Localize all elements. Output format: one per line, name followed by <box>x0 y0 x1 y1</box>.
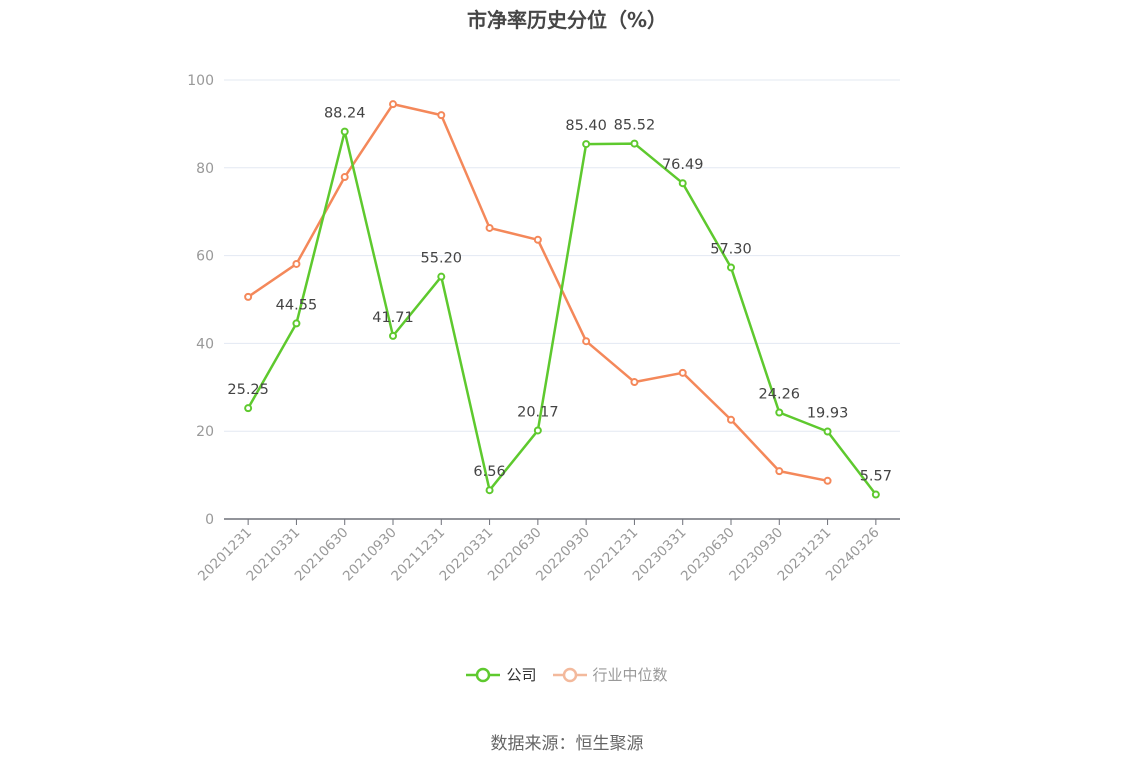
line-chart: 0204060801002020123120210331202106302021… <box>187 73 900 584</box>
legend-item-industry-median[interactable]: 行业中位数 <box>552 664 668 685</box>
data-point[interactable] <box>727 415 735 424</box>
data-label: 57.30 <box>710 241 752 257</box>
legend-item-company[interactable]: 公司 <box>466 664 537 685</box>
legend-line-marker-icon <box>552 667 587 682</box>
data-point[interactable] <box>292 319 301 328</box>
data-label: 55.20 <box>421 251 463 267</box>
data-label: 41.71 <box>372 310 414 326</box>
data-label: 85.40 <box>565 118 607 134</box>
data-point[interactable] <box>630 139 639 148</box>
chart-title: 市净率历史分位（%） <box>466 8 668 32</box>
legend-label: 行业中位数 <box>592 666 668 684</box>
data-point[interactable] <box>775 467 784 476</box>
data-point[interactable] <box>389 331 397 340</box>
data-point[interactable] <box>437 272 446 281</box>
data-label: 19.93 <box>807 406 849 422</box>
data-point[interactable] <box>437 111 446 120</box>
y-tick-label: 40 <box>196 336 214 352</box>
data-point[interactable] <box>871 490 880 499</box>
data-label: 88.24 <box>324 106 366 122</box>
data-label: 85.52 <box>614 118 656 134</box>
data-point[interactable] <box>340 127 349 136</box>
data-point[interactable] <box>292 259 301 268</box>
y-tick-label: 60 <box>196 249 214 265</box>
data-point[interactable] <box>244 404 253 413</box>
y-tick-label: 0 <box>205 512 214 528</box>
data-point[interactable] <box>727 263 735 272</box>
company-series-line <box>247 130 877 496</box>
data-label: 6.56 <box>473 464 505 480</box>
data-point[interactable] <box>678 368 687 377</box>
data-point[interactable] <box>678 179 687 188</box>
data-label: 24.26 <box>759 386 801 402</box>
data-point[interactable] <box>485 223 494 232</box>
data-point[interactable] <box>389 100 397 109</box>
data-point[interactable] <box>823 427 832 436</box>
data-label: 20.17 <box>517 404 559 420</box>
chart-legend: 公司 行业中位数 <box>0 664 1134 685</box>
data-point[interactable] <box>582 337 591 346</box>
y-tick-label: 100 <box>187 73 214 89</box>
data-point[interactable] <box>823 476 832 485</box>
legend-line-marker-icon <box>466 667 501 682</box>
data-point[interactable] <box>775 408 784 417</box>
data-label: 5.57 <box>860 469 892 485</box>
data-point[interactable] <box>244 292 253 301</box>
data-source: 数据来源：恒生聚源 <box>490 734 644 754</box>
data-label: 76.49 <box>662 157 704 173</box>
data-point[interactable] <box>340 173 349 182</box>
data-label: 44.55 <box>276 297 318 313</box>
legend-label: 公司 <box>506 666 537 684</box>
data-point[interactable] <box>533 235 542 244</box>
data-point[interactable] <box>485 486 494 495</box>
y-tick-label: 80 <box>196 161 214 177</box>
data-point[interactable] <box>630 378 639 387</box>
data-label: 25.25 <box>227 382 269 398</box>
y-tick-label: 20 <box>196 424 214 440</box>
data-point[interactable] <box>533 426 542 435</box>
data-point[interactable] <box>582 140 591 149</box>
